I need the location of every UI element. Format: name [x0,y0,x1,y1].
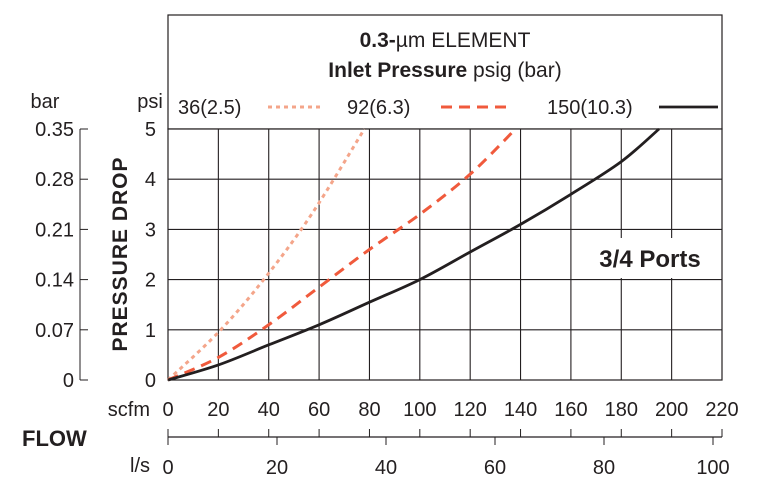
y-tick-label-bar: 0 [63,370,74,392]
y-tick-label-bar: 0.21 [35,219,74,241]
x-tick-label-scfm: 0 [162,399,173,421]
x-tick-label-scfm: 60 [308,399,330,421]
chart-subtitle: Inlet Pressure psig (bar) [328,59,561,82]
x-tick-label-scfm: 200 [655,399,688,421]
header-box [167,14,723,130]
y-unit-bar: bar [31,91,60,113]
series-line-0 [166,128,366,382]
series-line-2 [167,127,660,382]
x-tick-label-scfm: 40 [258,399,280,421]
x-tick-label-scfm: 20 [207,399,229,421]
x-tick-label-ls: 80 [593,457,615,479]
ports-annotation: 3/4 Ports [599,246,700,273]
y-axis-label: PRESSURE DROP [109,156,132,351]
legend-label: 36(2.5) [178,97,241,119]
annotation-bg [580,238,720,278]
x-tick-label-scfm: 140 [504,399,537,421]
y-tick-label-bar: 0.07 [35,320,74,342]
series-line-1 [167,127,517,382]
y-tick-label-bar: 0.14 [35,270,74,292]
chart-title: 0.3-µm ELEMENT [360,29,531,52]
x-tick-label-ls: 100 [696,457,729,479]
y-unit-psi: psi [137,91,163,113]
x-tick-label-scfm: 120 [453,399,486,421]
y-tick-label-psi: 2 [145,270,156,292]
x-tick-label-scfm: 80 [358,399,380,421]
x-tick-label-ls: 40 [375,457,397,479]
x-tick-label-scfm: 220 [705,399,738,421]
y-tick-label-psi: 5 [145,119,156,141]
x-unit-ls: l/s [130,455,150,477]
y-tick-label-psi: 1 [145,320,156,342]
legend-label: 92(6.3) [347,97,410,119]
y-tick-label-bar: 0.35 [35,119,74,141]
x-tick-label-scfm: 180 [605,399,638,421]
legend-label: 150(10.3) [547,97,633,119]
y-tick-label-psi: 4 [145,169,156,191]
x-tick-label-scfm: 100 [403,399,436,421]
x-tick-label-scfm: 160 [554,399,587,421]
x-unit-scfm: scfm [108,399,150,421]
x-axis-label: FLOW [22,426,87,451]
x-axes: 0 20 40 60 80 100 120 140 160 180 200 220 0 20 40 60 80 1… [162,399,738,479]
x-tick-label-ls: 20 [266,457,288,479]
x-tick-label-ls: 0 [162,457,173,479]
y-tick-label-psi: 3 [145,219,156,241]
y-tick-label-psi: 0 [145,370,156,392]
x-tick-label-ls: 60 [484,457,506,479]
y-tick-label-bar: 0.28 [35,169,74,191]
legend: 36(2.5) 92(6.3) 150(10.3) [178,97,718,119]
series-lines [166,127,660,382]
y-axes: 0 0 1 0.07 2 0.14 3 0.21 4 0.28 5 0.35 [35,119,156,392]
